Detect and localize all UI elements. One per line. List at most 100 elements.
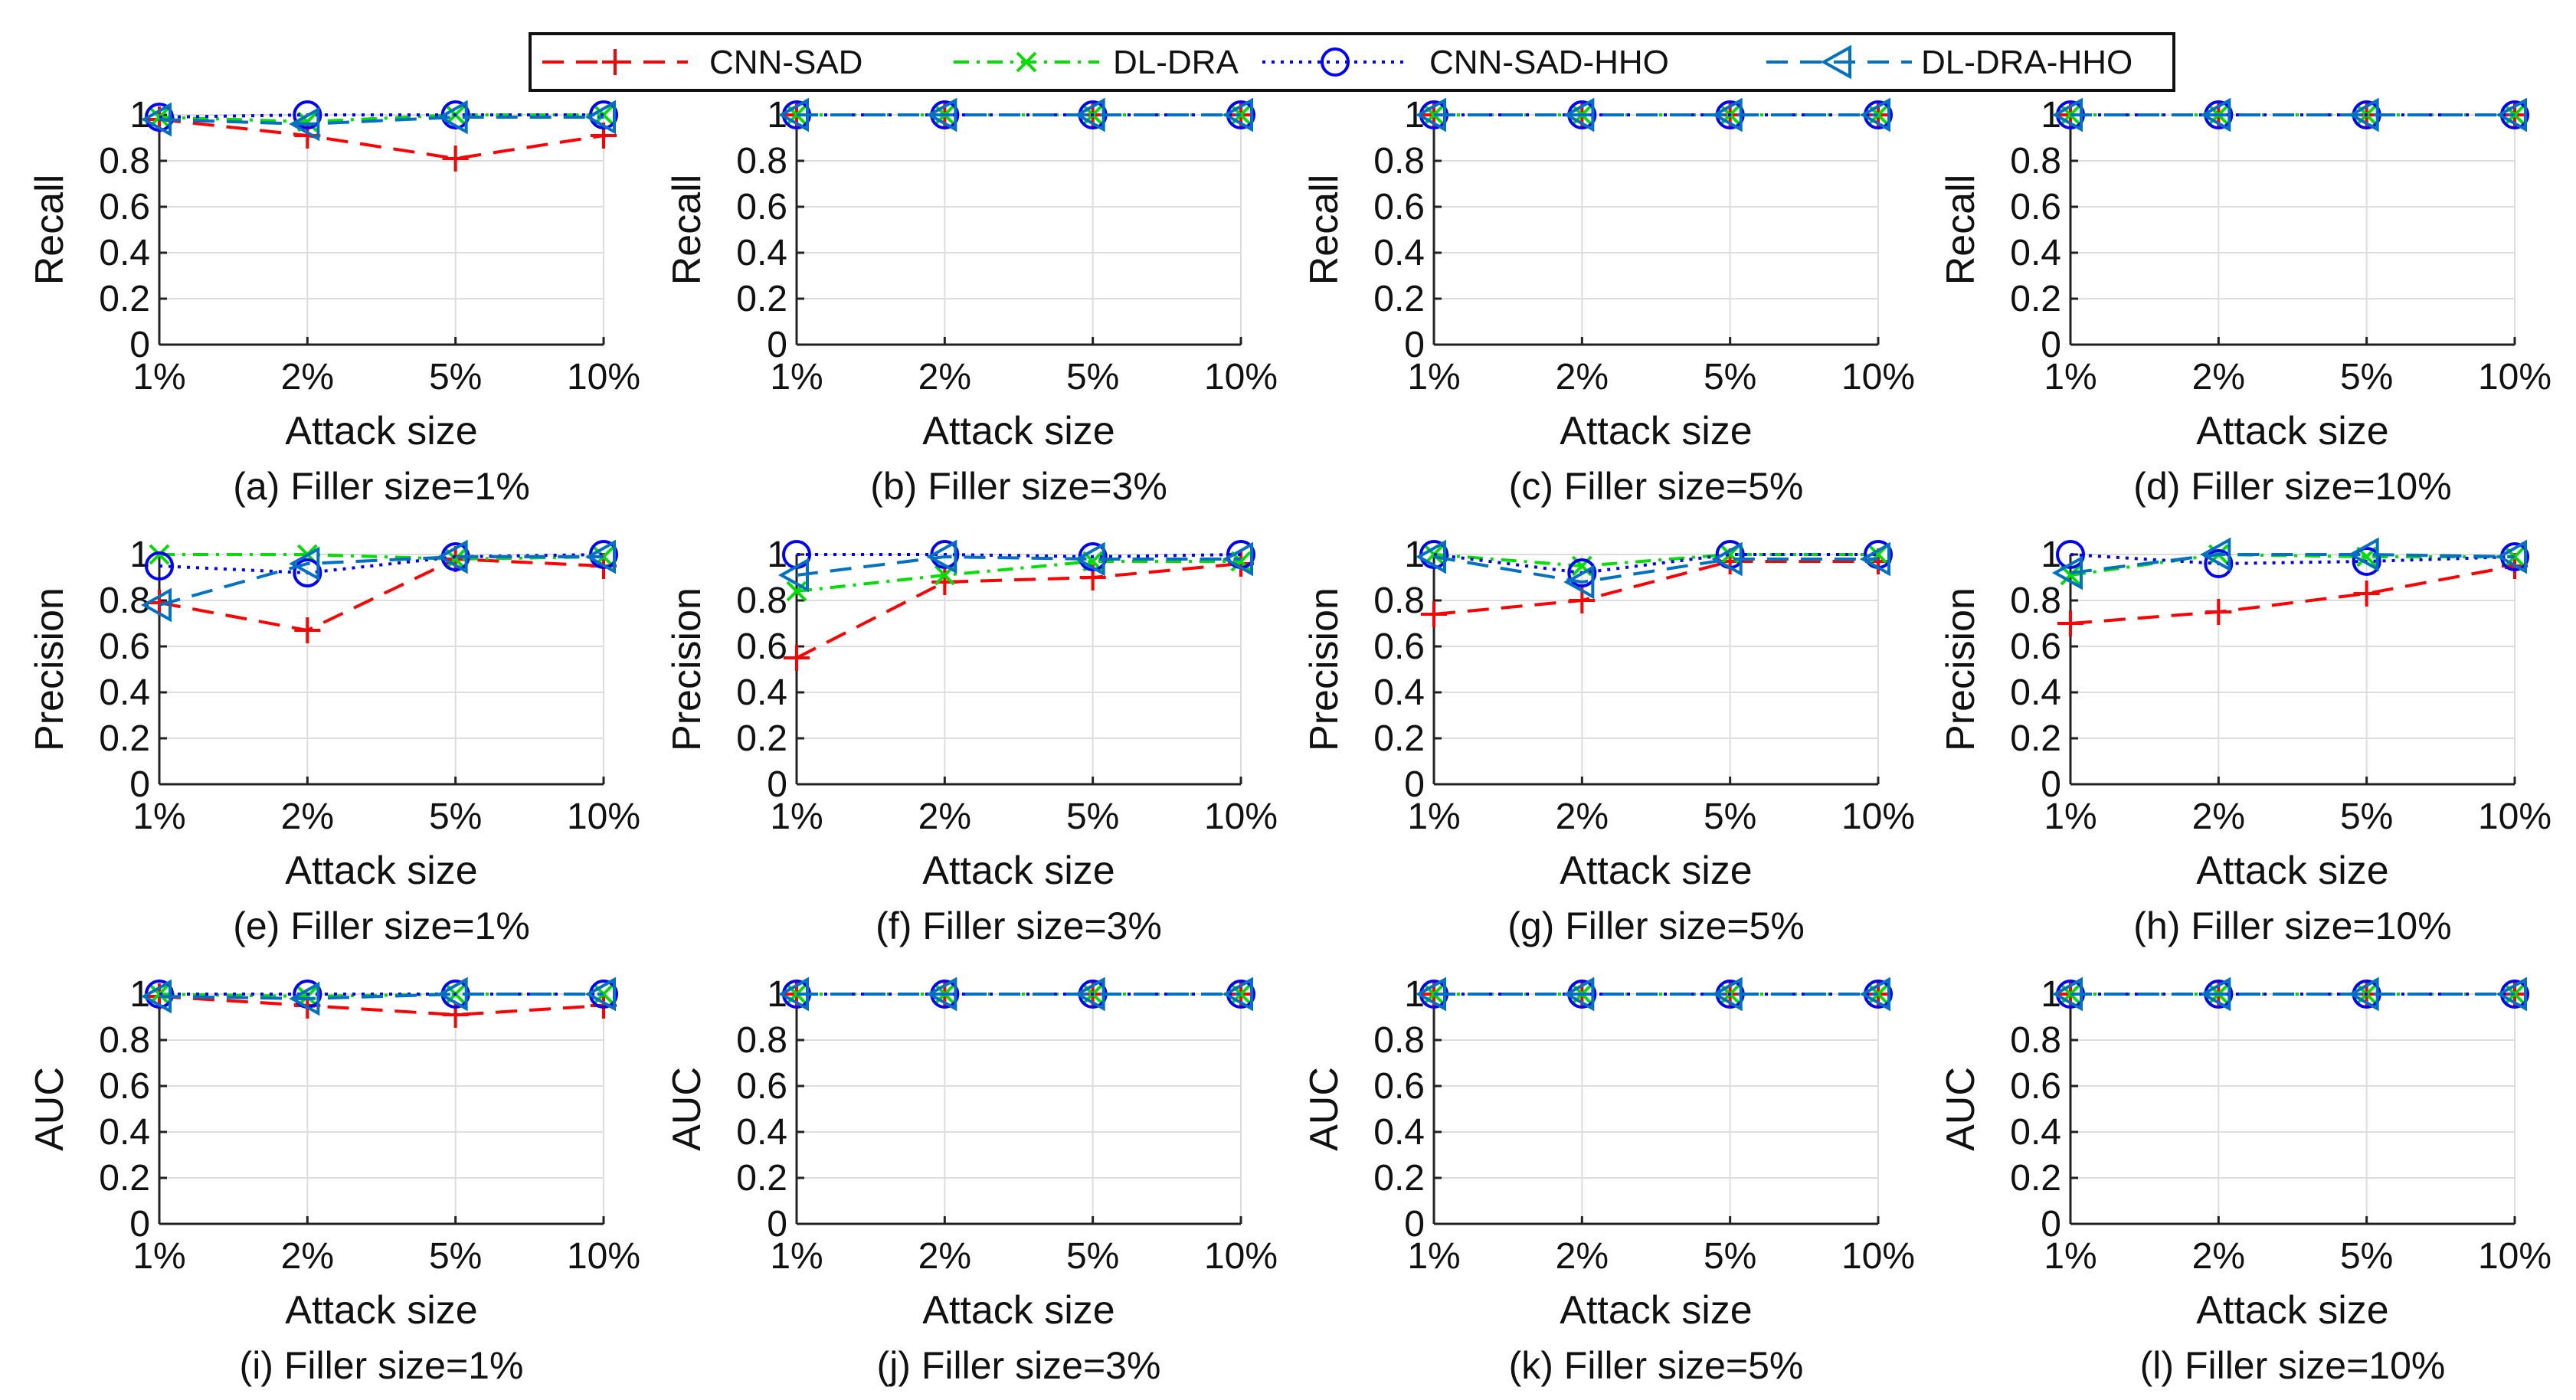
x-tick-label: 10% — [567, 796, 640, 837]
x-axis-label: Attack size — [2196, 409, 2388, 453]
y-tick-label: 0.8 — [2010, 141, 2061, 182]
data-point-dl-dra-hho — [1074, 97, 1105, 132]
series-dl-dra-hho — [140, 100, 616, 142]
subplot-caption: (g) Filler size=5% — [1507, 904, 1805, 947]
data-point-dl-dra-hho — [926, 539, 957, 574]
data-point-cnn-sad-hho — [2204, 549, 2234, 578]
y-axis-label: Recall — [1939, 175, 1983, 286]
y-tick-label: 0.6 — [99, 626, 150, 667]
subplot-b-filler-size-3: 00.20.40.60.811% 2% 5% 10%Attack sizeRecall… — [665, 95, 1278, 508]
y-tick-label: 0.2 — [736, 718, 787, 759]
y-axis-label: Recall — [665, 175, 709, 286]
data-point-cnn-sad — [2057, 610, 2083, 636]
y-tick-label: 0.8 — [99, 141, 150, 182]
x-tick-label: 5% — [429, 357, 482, 397]
data-point-dl-dra-hho — [1415, 976, 1446, 1012]
y-axis-label: Recall — [28, 175, 72, 286]
data-point-dl-dra-hho — [1711, 97, 1743, 132]
data-point-cnn-sad — [2205, 599, 2232, 625]
x-axis-label: Attack size — [922, 409, 1115, 453]
x-tick-label: 1% — [770, 1236, 823, 1277]
x-tick-label: 5% — [1066, 357, 1119, 397]
x-tick-label: 10% — [1841, 357, 1915, 397]
data-point-dl-dra-hho — [289, 106, 320, 142]
data-point-dl-dra-hho — [584, 100, 616, 135]
y-tick-label: 0.8 — [736, 581, 787, 621]
series-line-cnn-sad-hho — [159, 553, 604, 575]
y-tick-label: 0.8 — [1373, 1020, 1425, 1061]
data-point-dl-dra-hho — [140, 102, 172, 137]
legend-label: CNN-SAD — [709, 44, 862, 81]
x-axis-label: Attack size — [2196, 849, 2388, 893]
data-point-cnn-sad — [784, 645, 810, 671]
data-point-dl-dra-hho — [777, 976, 809, 1012]
data-point-dl-dra-hho — [2496, 976, 2527, 1012]
x-tick-label: 10% — [2478, 796, 2551, 837]
x-axis-label: Attack size — [285, 409, 477, 453]
series-dl-dra-hho — [2051, 97, 2527, 132]
x-tick-label: 1% — [133, 357, 185, 397]
y-tick-label: 0.4 — [736, 1112, 787, 1153]
data-point-cnn-sad-hho — [293, 100, 322, 129]
y-tick-label: 0.4 — [1373, 1112, 1425, 1153]
data-point-dl-dra-hho — [2496, 97, 2527, 132]
x-tick-label: 2% — [281, 796, 334, 837]
y-tick-label: 0.2 — [2010, 1158, 2061, 1199]
data-point-dl-dra-hho — [289, 981, 320, 1016]
y-axis-label: AUC — [1939, 1067, 1983, 1151]
legend-label: DL-DRA — [1113, 44, 1239, 81]
y-tick-label: 0.8 — [2010, 1020, 2061, 1061]
x-tick-label: 1% — [1407, 796, 1460, 837]
series-cnn-sad-hho — [1419, 540, 1893, 587]
y-tick-label: 0.2 — [2010, 279, 2061, 319]
data-point-dl-dra-hho — [2496, 539, 2527, 574]
x-axis-label: Attack size — [1560, 409, 1752, 453]
x-tick-label: 1% — [770, 357, 823, 397]
x-tick-label: 2% — [281, 1236, 334, 1277]
x-tick-label: 2% — [1556, 1236, 1609, 1277]
series-line-cnn-sad-hho — [159, 113, 604, 119]
subplot-j-filler-size-3: 00.20.40.60.811% 2% 5% 10%Attack sizeAUC(j)… — [665, 974, 1278, 1387]
x-tick-label: 5% — [1066, 1236, 1119, 1277]
data-point-dl-dra-hho — [2200, 537, 2231, 572]
subplot-caption: (j) Filler size=3% — [877, 1344, 1161, 1387]
subplot-caption: (f) Filler size=3% — [876, 904, 1162, 947]
x-tick-label: 2% — [1556, 796, 1609, 837]
series-line-cnn-sad — [159, 557, 604, 633]
subplot-d-filler-size-10: 00.20.40.60.811% 2% 5% 10%Attack sizeRecall… — [1939, 95, 2551, 508]
y-tick-label: 0.4 — [736, 672, 787, 713]
series-dl-dra-hho — [2051, 976, 2527, 1012]
y-tick-label: 0.6 — [1373, 187, 1425, 227]
series-cnn-sad — [146, 983, 617, 1028]
x-tick-label: 10% — [1204, 1236, 1278, 1277]
y-tick-label: 0.6 — [1373, 626, 1425, 667]
x-tick-label: 1% — [133, 796, 185, 837]
data-point-dl-dra-hho — [140, 979, 172, 1014]
y-tick-label: 0 — [767, 325, 787, 365]
series-line-dl-dra — [796, 560, 1241, 593]
data-point-dl-dra-hho — [777, 97, 809, 132]
data-point-dl-dra-hho — [1563, 97, 1595, 132]
y-tick-label: 0.8 — [1373, 581, 1425, 621]
series-line-dl-dra-hho — [2070, 553, 2515, 574]
y-tick-label: 0.6 — [2010, 1066, 2061, 1107]
y-tick-label: 0.6 — [2010, 626, 2061, 667]
x-tick-label: 10% — [567, 357, 640, 397]
subplot-h-filler-size-10: 00.20.40.60.811% 2% 5% 10%Attack sizePrecis… — [1939, 535, 2551, 947]
series-dl-dra-hho — [1415, 97, 1890, 132]
data-point-dl-dra-hho — [1711, 541, 1743, 577]
subplot-caption: (b) Filler size=3% — [870, 465, 1167, 508]
data-point-dl-dra-hho — [1415, 97, 1446, 132]
y-axis-label: Recall — [1302, 175, 1347, 286]
y-tick-label: 0.4 — [2010, 233, 2061, 273]
y-tick-label: 0.8 — [736, 1020, 787, 1061]
data-point-dl-dra-hho — [926, 97, 957, 132]
legend: CNN-SAD DL-DRA CNN-SAD-HHO DL-DRA-HHO — [529, 32, 2175, 92]
data-point-dl-dra-hho — [2200, 976, 2231, 1012]
y-tick-label: 0 — [129, 1204, 150, 1245]
x-tick-label: 10% — [1204, 357, 1278, 397]
subplot-i-filler-size-1: 00.20.40.60.811% 2% 5% 10%Attack sizeAUC(i)… — [28, 974, 640, 1387]
subplot-caption: (l) Filler size=10% — [2140, 1344, 2446, 1387]
y-tick-label: 0 — [1404, 764, 1425, 805]
